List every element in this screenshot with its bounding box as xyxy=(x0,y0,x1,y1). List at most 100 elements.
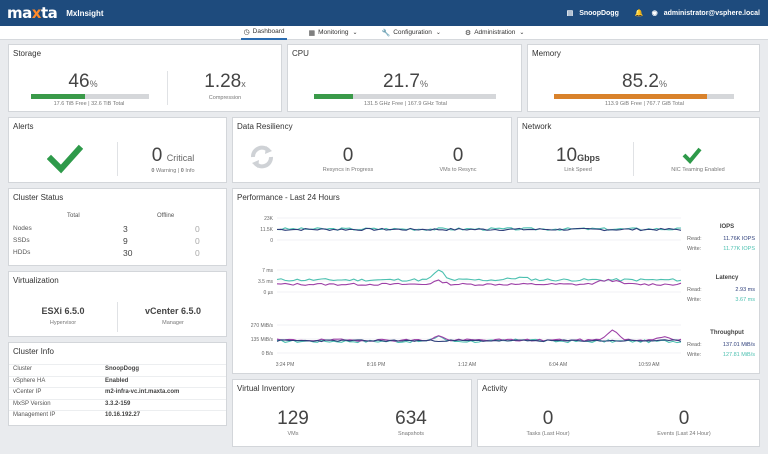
storage-percent: 46 xyxy=(68,71,90,92)
memory-percent: 85.2 xyxy=(622,71,659,92)
monitoring-icon: ▦ xyxy=(308,29,316,37)
activity-panel[interactable]: Activity 0 Tasks (Last Hour) 0 Events (L… xyxy=(477,379,760,447)
resyncs-label: Resyncs in Progress xyxy=(322,167,374,173)
virtualization-panel[interactable]: Virtualization ESXi 6.5.0 Hypervisor vCe… xyxy=(8,271,227,337)
link-speed: 10 xyxy=(555,145,578,166)
cluster-status-offline: 0 xyxy=(195,224,200,234)
cluster-info-panel[interactable]: Cluster Info Cluster SnoopDogg vSphere H… xyxy=(8,342,227,426)
hypervisor-label: Hypervisor xyxy=(49,320,77,326)
throughput-write-label: Write: xyxy=(687,352,702,358)
compression-value: 1.28 xyxy=(204,71,242,92)
y-tick-label: 7 ms xyxy=(262,268,273,274)
tab-monitoring[interactable]: ▦ Monitoring ⌄ xyxy=(308,29,358,37)
vcenter-version: vCenter 6.5.0 xyxy=(144,306,202,316)
virtual-inventory-panel[interactable]: Virtual Inventory 129 VMs 634 Snapshots xyxy=(232,379,472,447)
alerts-panel[interactable]: Alerts 0 Critical 0 Warning | 0 Info xyxy=(8,117,227,183)
cluster-status-label: HDDs xyxy=(13,249,31,256)
iops-write-value: 11.77K IOPS xyxy=(723,246,755,252)
nic-teaming-label: NIC Teaming Enabled xyxy=(671,167,725,173)
tab-dashboard[interactable]: ◷ Dashboard xyxy=(240,26,288,40)
cluster-info-row xyxy=(9,410,226,421)
cluster-name[interactable]: SnoopDogg xyxy=(579,9,619,17)
cluster-info-key: vCenter IP xyxy=(13,389,42,395)
cluster-status-total: 3 xyxy=(123,224,128,234)
cpu-panel[interactable]: CPU 21.7% 131.5 GHz Free | 167.9 GHz Tot… xyxy=(287,44,522,112)
cpu-caption: 131.5 GHz Free | 167.9 GHz Total xyxy=(364,101,447,107)
y-tick-label: 23K xyxy=(264,216,274,222)
cluster-status-offline: 0 xyxy=(195,236,200,246)
chevron-down-icon: ⌄ xyxy=(352,30,358,36)
top-bar: maxta MxInsight ▤ SnoopDogg 🔔 ◉ administ… xyxy=(0,0,768,26)
inventory-title: Virtual Inventory xyxy=(237,384,295,393)
cluster-info-value: m2-infra-vc.int.maxta.com xyxy=(105,389,180,395)
wrench-icon: 🔧 xyxy=(381,29,391,37)
x-tick-label: 6:04 AM xyxy=(549,362,567,368)
dashboard-icon: ◷ xyxy=(243,28,250,36)
resyncs-count: 0 xyxy=(342,145,354,166)
cluster-info-row xyxy=(9,387,226,398)
iops-title: IOPS xyxy=(720,224,734,230)
performance-chart[interactable]: 23K 11.5K 0 IOPS Read: 11.76K IOPS Write: 11.77… xyxy=(233,189,761,375)
y-tick-label: 135 MiB/s xyxy=(251,337,274,343)
throughput-read-line xyxy=(276,329,682,342)
cpu-progress-bar xyxy=(314,94,496,99)
cpu-title: CPU xyxy=(292,49,309,58)
throughput-title: Throughput xyxy=(710,330,744,336)
latency-write-label: Write: xyxy=(687,297,702,303)
iops-read-line xyxy=(276,227,682,232)
iops-write-label: Write: xyxy=(687,246,702,252)
storage-progress-bar xyxy=(31,94,149,99)
maxta-logo[interactable]: maxta xyxy=(7,4,58,22)
critical-label: Critical xyxy=(166,153,195,163)
throughput-other-line xyxy=(276,339,682,343)
x-tick-label: 8:16 PM xyxy=(367,362,386,368)
col-total: Total xyxy=(67,213,80,219)
y-tick-label: 0 xyxy=(270,238,273,244)
latency-title: Latency xyxy=(716,275,739,281)
critical-count: 0 xyxy=(151,145,163,166)
user-name[interactable]: administrator@vsphere.local xyxy=(663,9,760,17)
cluster-info-row xyxy=(9,398,226,410)
sync-icon xyxy=(247,142,277,177)
tab-administration[interactable]: ⚙ Administration ⌄ xyxy=(464,29,525,37)
snapshots-count: 634 xyxy=(395,408,427,429)
throughput-write-value: 127.81 MiB/s xyxy=(723,352,755,358)
chevron-down-icon: ⌄ xyxy=(435,30,441,36)
esxi-version: ESXi 6.5.0 xyxy=(41,306,85,316)
memory-title: Memory xyxy=(532,49,561,58)
cluster-icon: ▤ xyxy=(566,10,574,17)
network-panel[interactable]: Network 10Gbps Link Speed NIC Teaming En… xyxy=(517,117,760,183)
y-tick-label: 0 µs xyxy=(263,290,273,296)
y-tick-label: 270 MiB/s xyxy=(251,323,274,329)
memory-panel[interactable]: Memory 85.2% 113.9 GiB Free | 767.7 GiB … xyxy=(527,44,760,112)
storage-used: 46% xyxy=(68,71,98,92)
y-tick-label: 3.5 ms xyxy=(258,279,274,285)
memory-progress-bar xyxy=(554,94,734,99)
vms-resync-count: 0 xyxy=(452,145,464,166)
snapshots-label: Snapshots xyxy=(398,431,424,437)
cluster-info-key: Management IP xyxy=(13,412,56,418)
cluster-info-value: 3.3.2-159 xyxy=(105,400,131,407)
events-count: 0 xyxy=(678,408,690,429)
tab-configuration[interactable]: 🔧 Configuration ⌄ xyxy=(381,29,441,37)
memory-caption: 113.9 GiB Free | 767.7 GiB Total xyxy=(605,101,684,107)
tasks-label: Tasks (Last Hour) xyxy=(526,431,570,437)
app-name: MxInsight xyxy=(66,8,104,18)
bell-icon[interactable]: 🔔 xyxy=(634,10,644,17)
latency-write-line xyxy=(276,269,682,282)
x-tick-label: 10:59 AM xyxy=(638,362,659,368)
tasks-count: 0 xyxy=(542,408,554,429)
cluster-info-row xyxy=(9,364,226,375)
x-tick-label: 1:12 AM xyxy=(458,362,476,368)
data-resiliency-panel[interactable]: Data Resiliency 0 Resyncs in Progress 0 … xyxy=(232,117,512,183)
gear-icon: ⚙ xyxy=(464,29,472,37)
cluster-status-panel[interactable]: Cluster Status Total Offline Nodes 3 0 SS… xyxy=(8,188,227,266)
cluster-status-label: Nodes xyxy=(13,225,32,232)
storage-panel[interactable]: Storage 46% 17.6 TiB Free | 32.6 TiB Tot… xyxy=(8,44,282,112)
cluster-info-key: vSphere HA xyxy=(13,377,46,384)
checkmark-icon xyxy=(682,146,702,169)
performance-panel[interactable]: Performance - Last 24 Hours 23K 11.5K 0 IOP… xyxy=(232,188,760,374)
events-label: Events (Last 24 Hour) xyxy=(657,431,711,437)
cluster-info-key: Cluster xyxy=(13,366,33,372)
cluster-info-value: 10.16.192.27 xyxy=(105,412,141,418)
